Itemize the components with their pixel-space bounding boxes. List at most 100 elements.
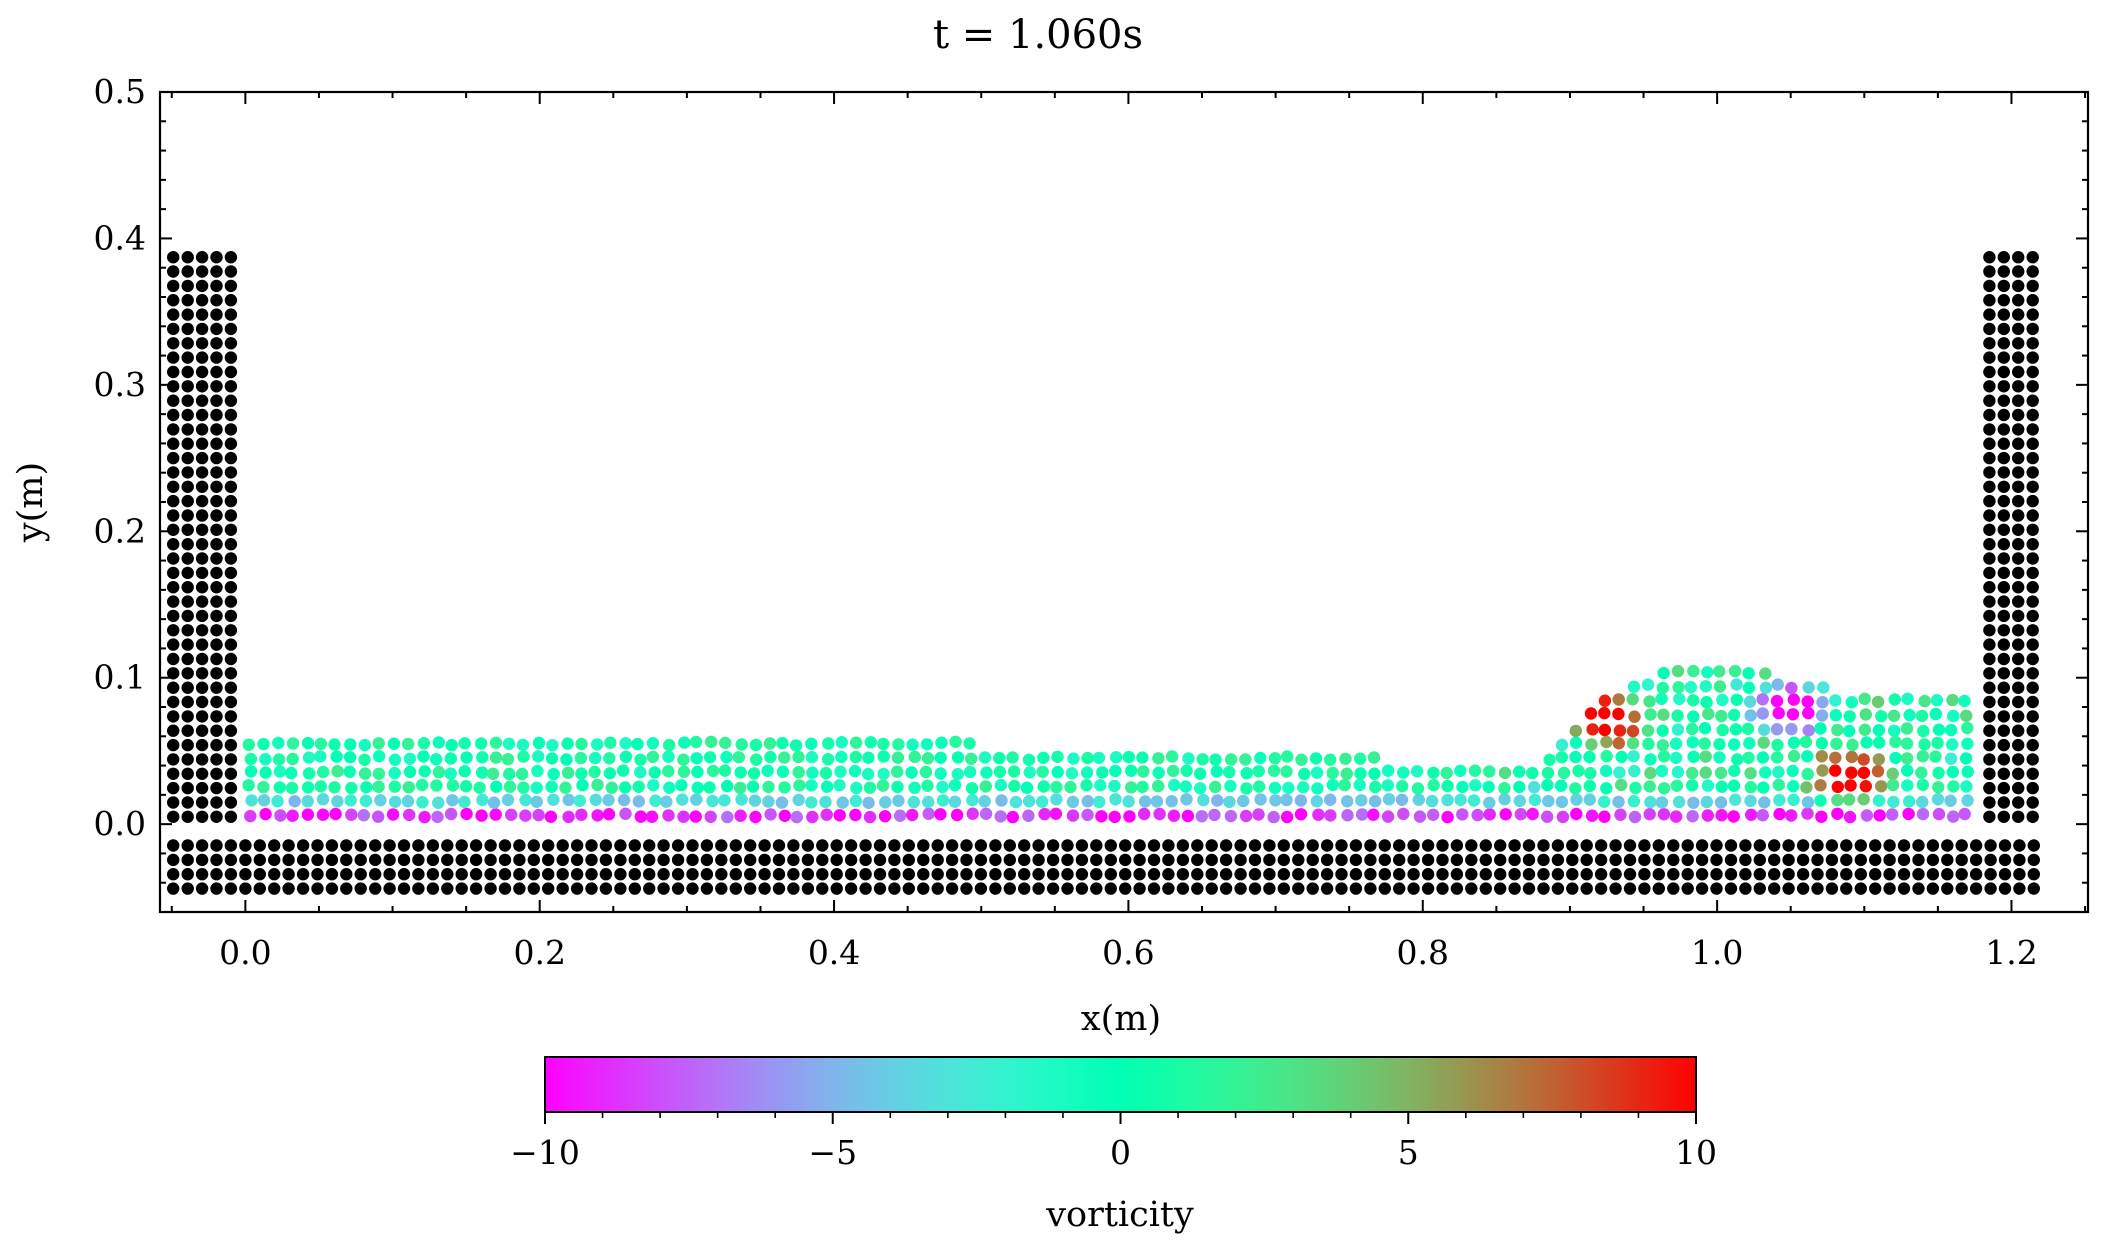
particle-1344 <box>1441 779 1454 793</box>
particle-961 <box>432 766 446 779</box>
particle-781 <box>1997 509 2011 522</box>
particle-922 <box>345 808 358 821</box>
particle-696 <box>224 581 238 594</box>
particle-1423 <box>1627 680 1641 693</box>
particle-1565 <box>1829 764 1842 777</box>
particle-183 <box>816 839 829 852</box>
particle-474 <box>1869 853 1882 867</box>
particle-44 <box>325 882 339 895</box>
particle-77 <box>441 868 454 881</box>
particle-1555 <box>1816 764 1829 777</box>
particle-147 <box>686 839 699 852</box>
particle-544 <box>167 466 180 479</box>
particle-916 <box>329 807 342 821</box>
particle-1193 <box>994 778 1008 792</box>
particle-136 <box>657 882 670 895</box>
particle-194 <box>859 853 872 867</box>
particle-597 <box>181 279 194 293</box>
particle-623 <box>195 480 209 493</box>
particle-426 <box>1695 853 1709 867</box>
particle-288 <box>1205 882 1218 895</box>
particle-1648 <box>1961 737 1974 750</box>
particle-1258 <box>1179 780 1192 793</box>
particle-1333 <box>1397 766 1410 779</box>
particle-703 <box>224 480 238 493</box>
particle-885 <box>242 738 255 751</box>
particle-770 <box>1997 667 2011 680</box>
particle-1312 <box>1341 795 1354 808</box>
particle-6 <box>181 853 194 867</box>
particle-904 <box>301 808 315 821</box>
particle-747 <box>1983 423 1996 436</box>
particle-1539 <box>1786 708 1800 721</box>
particle-1436 <box>1657 782 1671 795</box>
particle-1459 <box>1686 766 1699 780</box>
particle-730 <box>1983 667 1996 680</box>
particle-1546 <box>1801 750 1814 763</box>
particle-1449 <box>1669 751 1683 765</box>
particle-57 <box>369 868 382 881</box>
particle-775 <box>1997 595 2011 608</box>
particle-186 <box>830 853 843 867</box>
particle-603 <box>195 767 209 780</box>
particle-1372 <box>1541 778 1554 792</box>
particle-1533 <box>1787 793 1800 807</box>
particle-928 <box>357 809 370 822</box>
particle-988 <box>505 808 518 821</box>
particle-1152 <box>891 780 904 794</box>
particle-402 <box>1609 853 1622 867</box>
particle-373 <box>1508 868 1521 881</box>
particle-801 <box>2012 796 2025 809</box>
particle-504 <box>1984 882 1997 895</box>
x-axis-label: x(m) <box>1081 999 1161 1039</box>
particle-1543 <box>1801 796 1815 809</box>
particle-175 <box>787 839 800 852</box>
particle-1168 <box>934 808 947 821</box>
particle-1599 <box>1887 795 1900 809</box>
particle-935 <box>374 794 387 807</box>
particle-66 <box>397 853 411 867</box>
particle-1017 <box>561 737 574 750</box>
particle-909 <box>301 736 315 750</box>
particle-1377 <box>1554 779 1568 792</box>
particle-340 <box>1393 882 1406 895</box>
particle-678 <box>210 265 223 278</box>
particle-694 <box>224 609 238 623</box>
particle-64 <box>397 882 411 895</box>
particle-1165 <box>919 765 933 779</box>
particle-990 <box>503 780 517 793</box>
particle-1200 <box>1006 751 1019 764</box>
particle-12 <box>210 882 223 895</box>
particle-996 <box>517 781 530 794</box>
particle-1268 <box>1209 780 1222 794</box>
particle-24 <box>253 882 266 895</box>
particle-403 <box>1609 839 1622 852</box>
particle-945 <box>387 737 401 750</box>
particle-157 <box>729 868 742 881</box>
particle-1516 <box>1757 736 1770 749</box>
particle-1400 <box>1600 750 1613 763</box>
particle-98 <box>513 853 526 867</box>
particle-132 <box>643 882 656 895</box>
particle-956 <box>417 750 430 763</box>
particle-1325 <box>1367 751 1381 764</box>
particle-647 <box>210 710 223 723</box>
particle-998 <box>517 750 530 763</box>
particle-1199 <box>1007 765 1021 778</box>
particle-1041 <box>619 737 632 750</box>
particle-1501 <box>1744 794 1757 808</box>
particle-296 <box>1234 882 1247 895</box>
particle-1413 <box>1612 693 1625 706</box>
particle-843 <box>2026 767 2039 780</box>
particle-383 <box>1537 839 1550 852</box>
particle-1479 <box>1714 796 1728 809</box>
particle-308 <box>1277 882 1291 895</box>
particle-1278 <box>1240 782 1253 795</box>
particle-774 <box>1997 609 2011 623</box>
particle-113 <box>570 868 584 881</box>
particle-1461 <box>1686 736 1699 749</box>
particle-688 <box>224 695 238 709</box>
particle-772 <box>1997 638 2011 651</box>
particle-300 <box>1248 882 1262 895</box>
particle-234 <box>1003 853 1016 867</box>
